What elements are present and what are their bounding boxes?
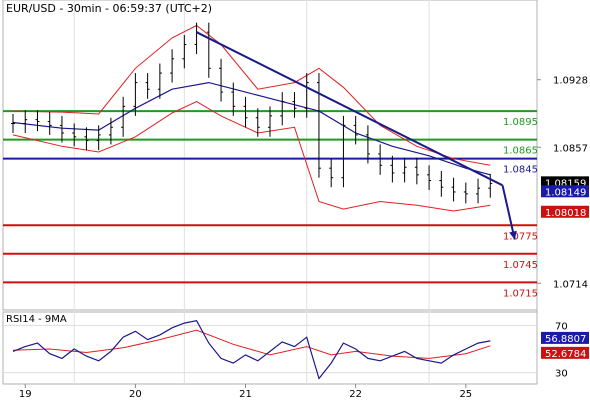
x-tick-label: 25: [459, 389, 472, 400]
level-label-1.0745: 1.0745: [503, 260, 538, 271]
downtrend-line: [196, 31, 503, 187]
rsi-tick-label: 70: [555, 321, 568, 332]
projection-arrow-head: [509, 230, 517, 240]
rsi-title: RSI14 - 9MA: [6, 314, 67, 325]
price-badge-label: 1.08018: [545, 208, 586, 219]
chart-title: EUR/USD - 30min - 06:59:37 (UTC+2): [6, 2, 212, 15]
upper-bollinger-band: [12, 24, 491, 166]
x-tick-label: 22: [349, 389, 362, 400]
price-tick-label: 1.0928: [553, 76, 588, 87]
level-label-1.0895: 1.0895: [503, 117, 538, 128]
rsi-tick-label: 30: [555, 369, 568, 380]
price-badge-label: 1.08149: [545, 187, 586, 198]
x-tick-label: 21: [239, 389, 252, 400]
price-badge-low: [541, 205, 589, 218]
price-badge-label: 1.08159: [545, 178, 586, 189]
x-tick-label: 19: [19, 389, 32, 400]
rsi-line: [12, 320, 491, 380]
price-badge-bid: [541, 185, 589, 198]
rsi-ma-line: [12, 329, 491, 359]
price-tick-label: 1.0857: [553, 143, 588, 154]
level-label-1.0865: 1.0865: [503, 146, 538, 157]
projection-arrow-shaft: [501, 185, 516, 240]
rsi-badge-ma: [541, 346, 589, 359]
moving-average-line: [12, 81, 491, 176]
price-tick-label: 1.0714: [553, 279, 588, 290]
rsi-badge-rsi: [541, 331, 589, 344]
level-label-1.0775: 1.0775: [503, 231, 538, 242]
rsi-badge-label: 56.8807: [545, 334, 586, 345]
x-tick-label: 20: [129, 389, 142, 400]
rsi-badge-label: 52.6784: [545, 349, 586, 360]
level-label-1.0715: 1.0715: [503, 288, 538, 299]
level-label-1.0845: 1.0845: [503, 165, 538, 176]
